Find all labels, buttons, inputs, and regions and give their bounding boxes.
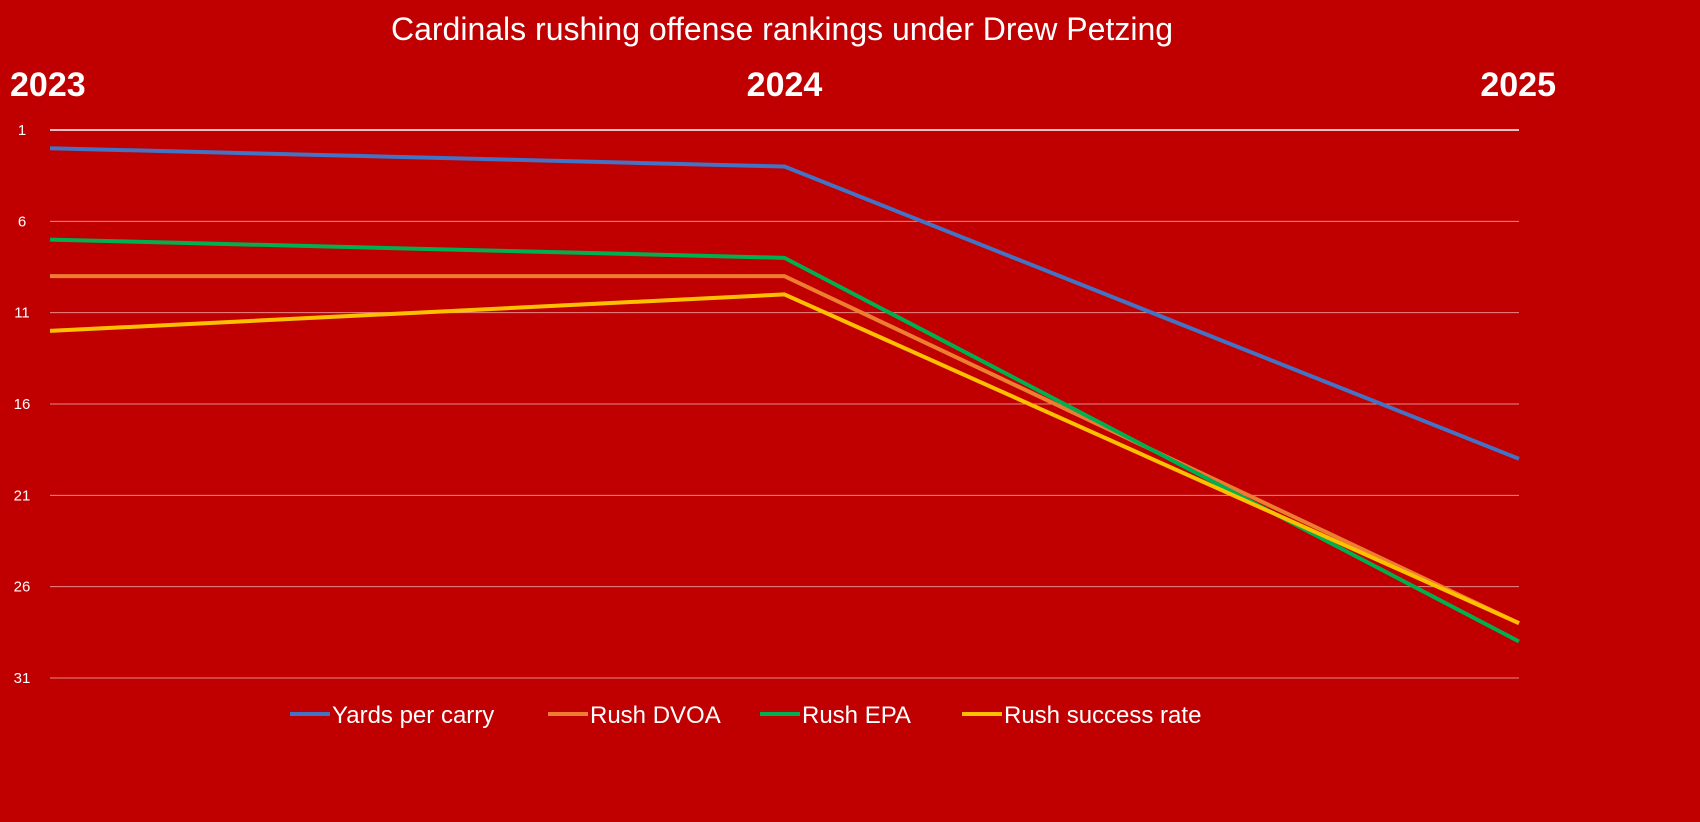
series-line-yards-per-carry xyxy=(49,146,1520,461)
y-tick-label: 31 xyxy=(14,670,31,687)
legend-item: Rush DVOA xyxy=(548,702,721,729)
legend-item: Yards per carry xyxy=(290,702,494,729)
x-year-label: 2023 xyxy=(10,66,86,104)
series-line-rush-success-rate xyxy=(49,292,1520,626)
y-tick-label: 26 xyxy=(14,579,31,596)
y-tick-label: 1 xyxy=(18,122,26,139)
chart-title: Cardinals rushing offense rankings under… xyxy=(391,11,1173,47)
y-tick-label: 21 xyxy=(14,487,31,504)
series-line-rush-epa xyxy=(49,237,1520,644)
legend-label: Rush DVOA xyxy=(590,702,721,729)
legend-label: Yards per carry xyxy=(332,702,494,729)
legend-item: Rush success rate xyxy=(962,702,1201,729)
x-year-label: 2025 xyxy=(1480,66,1556,104)
series-line-rush-dvoa xyxy=(50,274,1520,626)
y-tick-label: 11 xyxy=(14,305,30,322)
x-year-label: 2024 xyxy=(747,66,823,104)
legend-label: Rush success rate xyxy=(1004,702,1201,729)
y-tick-label: 16 xyxy=(14,396,31,413)
legend-label: Rush EPA xyxy=(802,702,911,729)
y-tick-label: 6 xyxy=(18,213,26,230)
legend-item: Rush EPA xyxy=(760,702,911,729)
